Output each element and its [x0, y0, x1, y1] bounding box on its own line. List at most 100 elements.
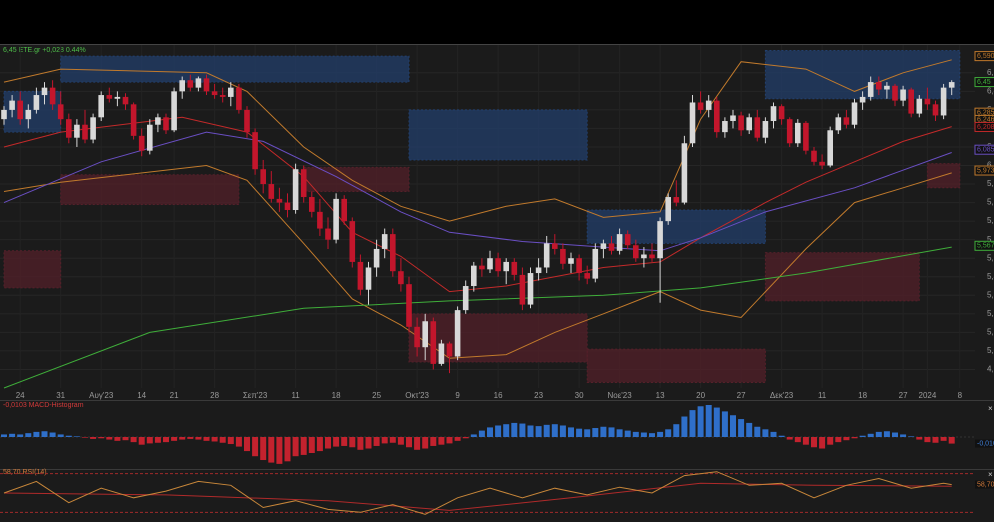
candle-body — [908, 89, 914, 114]
candle-body — [738, 115, 744, 131]
x-tick-label: 9 — [455, 391, 460, 400]
candle-body — [697, 102, 704, 110]
macd-bar — [713, 407, 720, 437]
x-tick-label: 21 — [170, 391, 179, 400]
candle-body — [66, 119, 72, 138]
macd-bar — [786, 437, 793, 440]
chart-title: 6,45 ETE.gr +0,028 0.44% — [3, 47, 86, 54]
macd-bar — [252, 437, 259, 457]
macd-bar — [25, 433, 32, 437]
macd-bar — [33, 431, 40, 437]
macd-bar — [827, 437, 834, 445]
y-tick-label: 4,9 — [987, 365, 994, 374]
y-tick-label: 5,6 — [987, 235, 994, 244]
candle-body — [317, 211, 323, 229]
macd-bar — [9, 433, 16, 437]
candle-body — [560, 248, 566, 264]
candle-body — [268, 184, 275, 199]
candle-body — [17, 100, 23, 120]
macd-bar — [203, 437, 210, 441]
candle-body — [535, 267, 542, 274]
macd-bar — [778, 435, 785, 437]
candle-body — [90, 117, 96, 140]
candle-body — [406, 284, 412, 327]
macd-bar — [883, 431, 890, 437]
macd-bar — [333, 437, 340, 447]
candle-body — [211, 91, 218, 96]
macd-bar — [73, 436, 80, 437]
price-tag-label: 5,567 — [977, 243, 994, 250]
candle-body — [819, 161, 825, 166]
candle-body — [25, 109, 32, 120]
macd-bar — [462, 437, 469, 439]
zone — [586, 209, 766, 244]
macd-bar — [478, 430, 485, 437]
candle-body — [786, 119, 793, 144]
candle-body — [624, 234, 631, 246]
candle-body — [495, 258, 501, 272]
macd-bar — [227, 437, 234, 445]
macd-bar — [576, 428, 583, 437]
candle-body — [503, 261, 509, 272]
macd-bar — [235, 437, 242, 447]
macd-bar — [454, 437, 461, 441]
candle-body — [82, 124, 88, 140]
macd-bar — [819, 437, 826, 449]
candle-body — [430, 321, 437, 364]
candle-body — [479, 265, 485, 270]
macd-bar — [106, 437, 113, 440]
macd-bar — [49, 432, 56, 437]
candle-body — [843, 117, 850, 125]
macd-bar — [65, 435, 72, 437]
macd-bar — [640, 432, 647, 437]
candle-body — [325, 228, 331, 240]
macd-bar — [908, 436, 915, 437]
macd-bar — [519, 423, 526, 437]
candle-body — [171, 91, 177, 131]
candle-body — [795, 122, 801, 144]
macd-bar — [163, 437, 169, 443]
macd-bar — [446, 437, 453, 444]
macd-bar — [730, 415, 736, 437]
candle-body — [600, 243, 607, 249]
candle-body — [98, 95, 104, 118]
candle-body — [633, 245, 639, 259]
candle-body — [57, 104, 64, 120]
candle-body — [49, 87, 56, 105]
macd-bar — [41, 431, 48, 437]
macd-bar — [260, 437, 267, 461]
rsi-line — [3, 471, 952, 515]
top-bar — [0, 0, 994, 44]
macd-bar — [365, 437, 372, 449]
macd-bar — [138, 437, 145, 445]
zone — [586, 348, 766, 383]
macd-bar — [325, 437, 331, 449]
macd-bar — [859, 435, 866, 437]
close-icon[interactable]: × — [988, 470, 993, 479]
macd-bar — [535, 426, 542, 437]
macd-bar — [90, 437, 97, 439]
price-tag-label: 5,973 — [977, 167, 994, 174]
candle-body — [454, 310, 461, 357]
macd-bar — [608, 427, 615, 437]
candle-body — [900, 89, 906, 101]
macd-bar — [122, 437, 129, 441]
macd-bar — [940, 437, 947, 441]
candle-body — [390, 234, 396, 272]
candle-body — [341, 198, 347, 222]
candle-body — [74, 124, 80, 138]
macd-bar — [802, 437, 809, 445]
candle-body — [924, 98, 931, 105]
macd-bar — [673, 424, 680, 437]
macd-bar — [948, 437, 955, 444]
macd-bar — [900, 434, 907, 437]
candle-body — [859, 96, 866, 103]
y-tick-label: 6,5 — [987, 68, 994, 77]
close-icon[interactable]: × — [988, 404, 993, 413]
price-tag-label: 6,590 — [977, 53, 994, 60]
macd-bar — [284, 437, 291, 462]
y-tick-label: 5,8 — [987, 198, 994, 207]
candle-body — [932, 104, 939, 116]
x-tick-label: Οκτ'23 — [405, 391, 429, 400]
